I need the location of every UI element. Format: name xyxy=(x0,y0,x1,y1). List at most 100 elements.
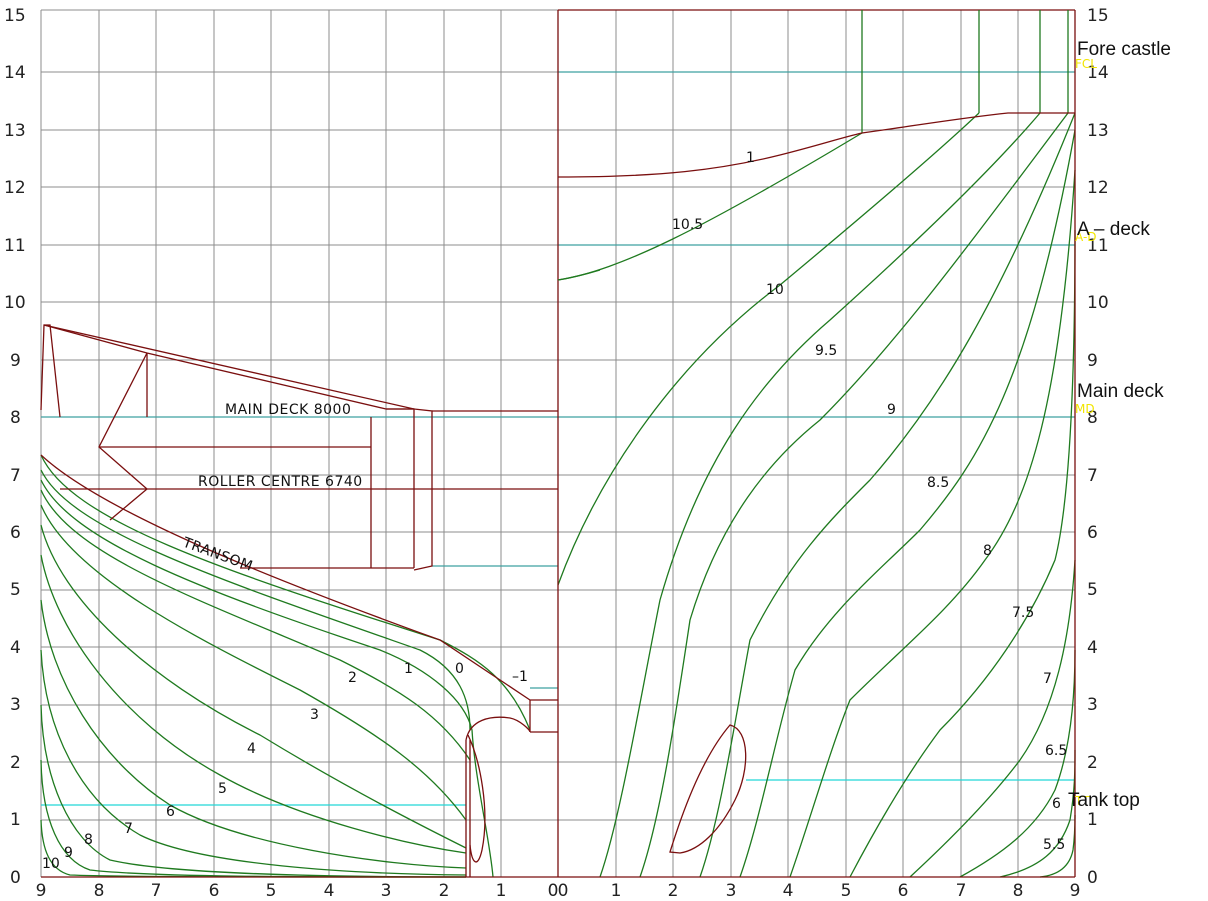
station-label: 9 xyxy=(64,845,73,861)
station-label: 10 xyxy=(766,282,784,298)
tank-top-lines xyxy=(41,779,1075,806)
y-tick: 15 xyxy=(1087,6,1109,26)
fwd-station-curve xyxy=(639,112,1069,878)
main-deck-structure-label: MAIN DECK 8000 xyxy=(225,402,351,418)
station-label: 9.5 xyxy=(815,343,837,359)
y-tick: 11 xyxy=(1087,236,1109,256)
y-tick: 14 xyxy=(1087,63,1109,83)
hull-structure xyxy=(40,9,1076,878)
x-tick-fwd: 3 xyxy=(726,881,737,901)
main-deck-label: Main deck xyxy=(1077,381,1164,402)
station-label: 1 xyxy=(746,150,755,166)
aft-station-curve xyxy=(40,704,467,878)
station-label: 7.5 xyxy=(1012,605,1034,621)
station-label: 8.5 xyxy=(927,475,949,491)
fwd-station-curves xyxy=(557,112,1076,878)
y-tick: 2 xyxy=(10,753,21,773)
x-tick-aft: 4 xyxy=(324,881,335,901)
x-tick-fwd: 9 xyxy=(1070,881,1081,901)
fwd-station-curve xyxy=(999,749,1076,878)
y-tick: 12 xyxy=(1087,178,1109,198)
station-label: 10.5 xyxy=(672,217,703,233)
x-tick-aft: 2 xyxy=(439,881,450,901)
y-tick: 3 xyxy=(10,695,21,715)
station-label: 0 xyxy=(455,661,464,677)
y-tick: 8 xyxy=(1087,408,1098,428)
a-deck-label: A – deck xyxy=(1077,219,1150,240)
station-label: 5 xyxy=(218,781,227,797)
y-tick: 13 xyxy=(1087,121,1109,141)
y-tick: 12 xyxy=(4,178,26,198)
x-tick-fwd: 8 xyxy=(1013,881,1024,901)
fwd-station-labels: 1 10.5 10 9.5 9 8.5 8 7.5 7 6.5 6 5.5 xyxy=(672,150,1067,853)
aft-station-curve xyxy=(40,479,494,878)
station-label: 6 xyxy=(1052,796,1061,812)
x-tick-aft: 0 xyxy=(548,881,559,901)
fwd-station-curve xyxy=(739,129,1076,878)
aft-station-curves xyxy=(40,454,531,878)
x-tick-aft: 9 xyxy=(36,881,47,901)
fwd-station-curve xyxy=(959,649,1076,878)
y-tick: 13 xyxy=(4,121,26,141)
x-tick-fwd: 6 xyxy=(898,881,909,901)
y-tick: 7 xyxy=(10,466,21,486)
fore-castle-code: FCL xyxy=(1075,57,1097,71)
fwd-station-curve xyxy=(557,132,863,281)
y-tick: 7 xyxy=(1087,466,1098,486)
fwd-station-curve xyxy=(599,112,1041,878)
aft-station-curve xyxy=(40,554,467,854)
y-tick: 10 xyxy=(1087,293,1109,313)
x-tick-aft: 7 xyxy=(151,881,162,901)
station-label: 8 xyxy=(84,832,93,848)
aft-station-curve xyxy=(40,759,467,878)
aft-station-curve xyxy=(40,599,467,869)
fwd-station-curve xyxy=(699,112,1076,878)
y-tick: 11 xyxy=(4,236,26,256)
aft-station-curve xyxy=(40,819,467,878)
y-tick: 9 xyxy=(10,351,21,371)
station-label: 7 xyxy=(124,821,133,837)
station-label: 9 xyxy=(887,402,896,418)
aft-station-labels: 10 9 8 7 6 5 4 3 2 1 0 –1 xyxy=(42,661,528,872)
station-label: 5.5 xyxy=(1043,837,1065,853)
y-tick: 15 xyxy=(4,6,26,26)
x-tick-aft: 6 xyxy=(209,881,220,901)
y-tick: 6 xyxy=(10,523,21,543)
x-tick-fwd: 7 xyxy=(956,881,967,901)
station-label: 10 xyxy=(42,856,60,872)
station-label: 1 xyxy=(404,661,413,677)
y-tick: 5 xyxy=(10,580,21,600)
aft-station-curve xyxy=(40,649,467,876)
y-tick: 10 xyxy=(4,293,26,313)
x-axis: 9 8 7 6 5 4 3 2 1 0 0 1 2 3 4 5 6 7 8 9 xyxy=(36,881,1081,901)
x-tick-fwd: 2 xyxy=(668,881,679,901)
y-tick: 3 xyxy=(1087,695,1098,715)
station-label: 7 xyxy=(1043,671,1052,687)
x-tick-fwd: 0 xyxy=(558,881,569,901)
x-tick-fwd: 4 xyxy=(783,881,794,901)
y-tick: 6 xyxy=(1087,523,1098,543)
y-tick: 1 xyxy=(10,810,21,830)
y-tick: 4 xyxy=(10,638,21,658)
y-tick: 14 xyxy=(4,63,26,83)
station-label: 4 xyxy=(247,741,256,757)
x-tick-fwd: 5 xyxy=(841,881,852,901)
y-tick: 9 xyxy=(1087,351,1098,371)
station-label: 8 xyxy=(983,543,992,559)
station-label: 6 xyxy=(166,804,175,820)
aft-station-curve xyxy=(40,504,467,821)
station-label: –1 xyxy=(512,669,528,685)
tank-top-label: Tank top xyxy=(1068,790,1140,811)
y-tick: 5 xyxy=(1087,580,1098,600)
aft-station-curve xyxy=(40,469,471,731)
aft-station-curve xyxy=(40,454,531,731)
y-tick: 2 xyxy=(1087,753,1098,773)
x-tick-aft: 8 xyxy=(94,881,105,901)
y-tick: 4 xyxy=(1087,638,1098,658)
x-tick-aft: 5 xyxy=(266,881,277,901)
y-axis-left: 0 1 2 3 4 5 6 7 8 9 10 11 12 13 14 15 xyxy=(4,6,26,888)
x-tick-aft: 3 xyxy=(381,881,392,901)
y-tick: 0 xyxy=(10,868,21,888)
station-label: 2 xyxy=(348,670,357,686)
